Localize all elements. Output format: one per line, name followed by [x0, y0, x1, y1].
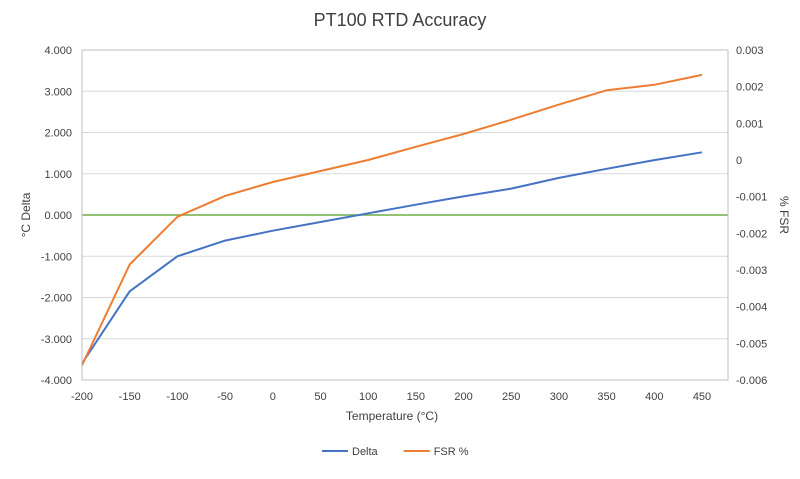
- y-tick-label: 0.000: [44, 210, 72, 222]
- y-tick-label: 4.000: [44, 45, 72, 57]
- x-tick-label: 0: [270, 391, 276, 403]
- series-line-delta: [81, 151, 703, 365]
- y-axis-tick-labels: -4.000 -3.000 -2.000 -1.000 0.000 1.000 2.000 3…: [41, 45, 72, 387]
- y-tick-label: 1.000: [44, 169, 72, 181]
- x-tick-label: 450: [693, 391, 711, 403]
- y2-tick-label: -0.006: [736, 375, 767, 387]
- y2-tick-label: -0.005: [736, 338, 767, 350]
- x-tick-label: 100: [359, 391, 377, 403]
- x-tick-label: -200: [71, 391, 93, 403]
- legend-label-fsr: FSR %: [434, 446, 469, 458]
- y2-axis-title: % FSR: [777, 196, 791, 234]
- y-tick-label: -2.000: [41, 293, 72, 305]
- y-tick-label: 3.000: [44, 86, 72, 98]
- chart-title: PT100 RTD Accuracy: [314, 10, 487, 30]
- y-axis-title: °C Delta: [19, 192, 33, 237]
- y-tick-label: -1.000: [41, 251, 72, 263]
- x-tick-label: -150: [119, 391, 141, 403]
- x-tick-label: -50: [217, 391, 233, 403]
- x-tick-label: 250: [502, 391, 520, 403]
- y-tick-label: -4.000: [41, 375, 72, 387]
- x-tick-label: 50: [314, 391, 326, 403]
- x-tick-label: 400: [645, 391, 663, 403]
- plot-frame: [81, 49, 729, 381]
- y2-axis-tick-labels: -0.006 -0.005 -0.004 -0.003 -0.002 -0.001 0 0.0…: [736, 45, 767, 387]
- series-lines: [81, 73, 703, 366]
- legend-label-delta: Delta: [352, 446, 379, 458]
- x-tick-label: 150: [407, 391, 425, 403]
- x-axis-tick-labels: -200 -150 -100 -50 0 50 100 150 200 250 300 350 400 4…: [71, 391, 711, 403]
- x-tick-label: -100: [166, 391, 188, 403]
- y2-tick-label: 0.001: [736, 118, 764, 130]
- y-tick-label: 2.000: [44, 128, 72, 140]
- y2-tick-label: -0.002: [736, 228, 767, 240]
- series-line-fsr: [81, 73, 703, 366]
- y2-tick-label: -0.004: [736, 302, 767, 314]
- y2-tick-label: 0.002: [736, 82, 764, 94]
- x-tick-label: 350: [597, 391, 615, 403]
- y-tick-label: -3.000: [41, 334, 72, 346]
- y2-tick-label: -0.003: [736, 265, 767, 277]
- y2-tick-label: -0.001: [736, 192, 767, 204]
- x-tick-label: 300: [550, 391, 568, 403]
- x-axis-title: Temperature (°C): [346, 409, 438, 423]
- x-tick-label: 200: [454, 391, 472, 403]
- y2-tick-label: 0: [736, 155, 742, 167]
- legend: Delta FSR %: [322, 446, 469, 458]
- y2-tick-label: 0.003: [736, 45, 764, 57]
